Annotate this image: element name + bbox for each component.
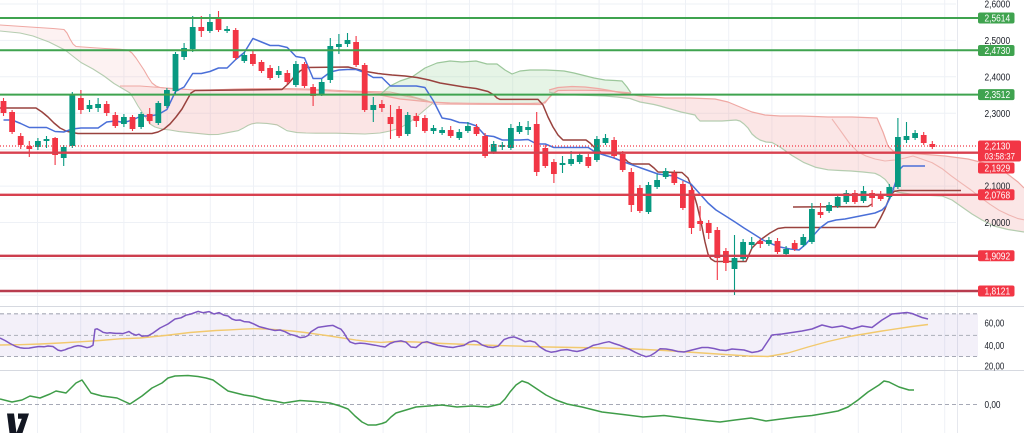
svg-text:2,4730: 2,4730 <box>985 46 1011 57</box>
svg-text:20,00: 20,00 <box>985 362 1005 373</box>
svg-text:2,1000: 2,1000 <box>985 182 1011 193</box>
svg-text:2,4000: 2,4000 <box>985 72 1011 83</box>
svg-text:1,9092: 1,9092 <box>985 251 1011 262</box>
svg-text:2,0000: 2,0000 <box>985 218 1011 229</box>
svg-text:2,3000: 2,3000 <box>985 109 1011 120</box>
svg-text:2,6000: 2,6000 <box>985 0 1011 11</box>
svg-text:03:58:37: 03:58:37 <box>985 152 1016 163</box>
svg-text:1,8121: 1,8121 <box>985 287 1011 298</box>
svg-text:60,00: 60,00 <box>985 319 1005 330</box>
svg-text:2,2130: 2,2130 <box>985 142 1011 153</box>
svg-text:2,3512: 2,3512 <box>985 90 1011 101</box>
svg-text:2,0768: 2,0768 <box>985 190 1011 201</box>
svg-text:40,00: 40,00 <box>985 341 1005 352</box>
svg-text:2,1929: 2,1929 <box>985 164 1011 175</box>
svg-text:2,5000: 2,5000 <box>985 36 1011 47</box>
svg-text:2,5614: 2,5614 <box>985 14 1011 25</box>
svg-text:0,00: 0,00 <box>985 400 1001 411</box>
